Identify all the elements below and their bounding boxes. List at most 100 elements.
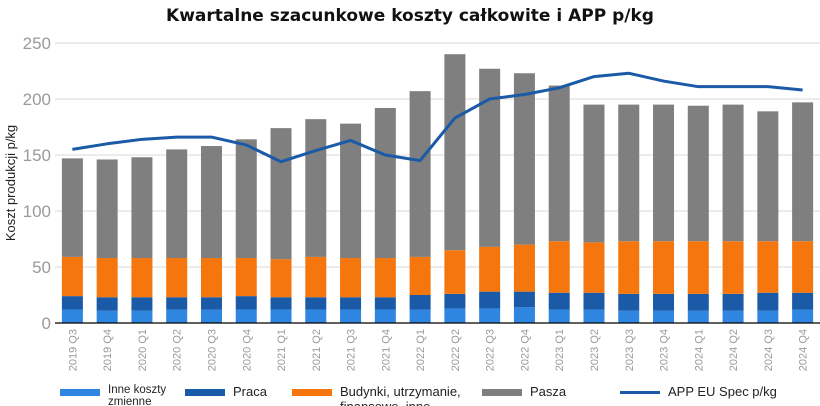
bar-segment: [409, 309, 431, 323]
bar-segment: [374, 107, 396, 259]
bar-segment: [96, 297, 118, 311]
bar-segment: [583, 242, 605, 293]
bar-segment: [444, 293, 466, 309]
bar-segment: [200, 297, 222, 310]
bar-segment: [792, 292, 814, 310]
x-tick-label: 2019 Q3: [67, 329, 79, 371]
bar-segment: [583, 292, 605, 310]
legend-item-praca: Praca: [185, 384, 267, 399]
legend-swatch: [185, 389, 225, 396]
bar-segment: [548, 85, 570, 242]
bar-segment: [687, 105, 709, 242]
legend-line: [620, 391, 660, 394]
x-tick-label: 2022 Q2: [450, 329, 462, 371]
bar-segment: [235, 296, 257, 310]
bar-segment: [270, 259, 292, 298]
bar-segment: [409, 256, 431, 295]
bar-segment: [166, 297, 188, 310]
bar-segment: [687, 310, 709, 323]
bar-segment: [479, 68, 501, 247]
bar-segment: [653, 104, 675, 242]
x-tick-label: 2024 Q3: [763, 329, 775, 371]
bar-segment: [722, 241, 744, 294]
x-tick-label: 2023 Q4: [659, 329, 671, 371]
bar-segment: [374, 258, 396, 298]
chart-title: Kwartalne szacunkowe koszty całkowite i …: [166, 6, 654, 26]
bar-segment: [409, 295, 431, 310]
bar-segment: [61, 296, 83, 310]
x-tick-label: 2021 Q3: [346, 329, 358, 371]
bar-segment: [792, 309, 814, 323]
bar-segment: [618, 293, 640, 311]
bar-segment: [444, 308, 466, 323]
bar-segment: [583, 309, 605, 323]
bar-segment: [722, 310, 744, 323]
bar-segment: [618, 241, 640, 294]
bar-segment: [200, 258, 222, 298]
x-tick-label: 2019 Q4: [102, 329, 114, 371]
bar-segment: [270, 309, 292, 323]
bar-segment: [340, 258, 362, 298]
x-tick-label: 2022 Q1: [415, 329, 427, 371]
legend-item-inne: Inne koszty zmienne: [60, 384, 188, 406]
legend-swatch: [482, 389, 522, 396]
bar-segment: [792, 241, 814, 293]
bar-segment: [757, 111, 779, 242]
legend-item-pasza: Pasza: [482, 384, 566, 399]
bar-segment: [513, 244, 535, 292]
bar-segment: [444, 54, 466, 251]
bar-segment: [96, 159, 118, 259]
bar-segment: [548, 309, 570, 323]
bar-segment: [305, 256, 327, 298]
y-tick-label: 100: [23, 202, 51, 221]
bar-segment: [340, 309, 362, 323]
bar-segment: [479, 291, 501, 309]
bar-segment: [687, 293, 709, 311]
x-tick-label: 2020 Q4: [241, 329, 253, 371]
bar-segment: [513, 291, 535, 308]
bar-segment: [409, 91, 431, 257]
bar-segment: [200, 309, 222, 323]
legend-swatch: [292, 389, 332, 396]
bar-segment: [757, 241, 779, 293]
bar-segment: [305, 297, 327, 310]
bar-segment: [618, 310, 640, 323]
bar-segment: [96, 310, 118, 323]
x-tick-label: 2024 Q2: [728, 329, 740, 371]
bar-segment: [618, 104, 640, 242]
bar-segment: [792, 102, 814, 242]
bar-segment: [305, 119, 327, 257]
bar-segment: [131, 157, 153, 259]
bar-segment: [653, 293, 675, 311]
y-tick-label: 200: [23, 90, 51, 109]
bar-segment: [235, 139, 257, 259]
bar-segment: [757, 310, 779, 323]
x-tick-label: 2020 Q1: [137, 329, 149, 371]
app-line: [72, 71, 803, 164]
bar-segment: [722, 104, 744, 242]
bar-segment: [166, 309, 188, 323]
bar-segment: [305, 309, 327, 323]
bar-segment: [479, 308, 501, 323]
x-tick-label: 2023 Q3: [624, 329, 636, 371]
x-tick-label: 2024 Q1: [693, 329, 705, 371]
y-tick-label: 50: [32, 258, 51, 277]
x-tick-label: 2021 Q2: [311, 329, 323, 371]
bar-segment: [61, 309, 83, 323]
legend-swatch: [60, 389, 100, 396]
bar-segment: [61, 158, 83, 257]
bar-segment: [687, 241, 709, 294]
y-tick-label: 150: [23, 146, 51, 165]
bar-segment: [513, 307, 535, 323]
bar-segment: [61, 256, 83, 297]
bar-segment: [548, 241, 570, 293]
bar-segment: [235, 258, 257, 297]
x-tick-label: 2021 Q4: [380, 329, 392, 371]
bar-segment: [270, 297, 292, 310]
bar-segment: [653, 241, 675, 294]
bar-segment: [270, 128, 292, 260]
bar-segment: [96, 258, 118, 298]
y-tick-label: 250: [23, 34, 51, 53]
